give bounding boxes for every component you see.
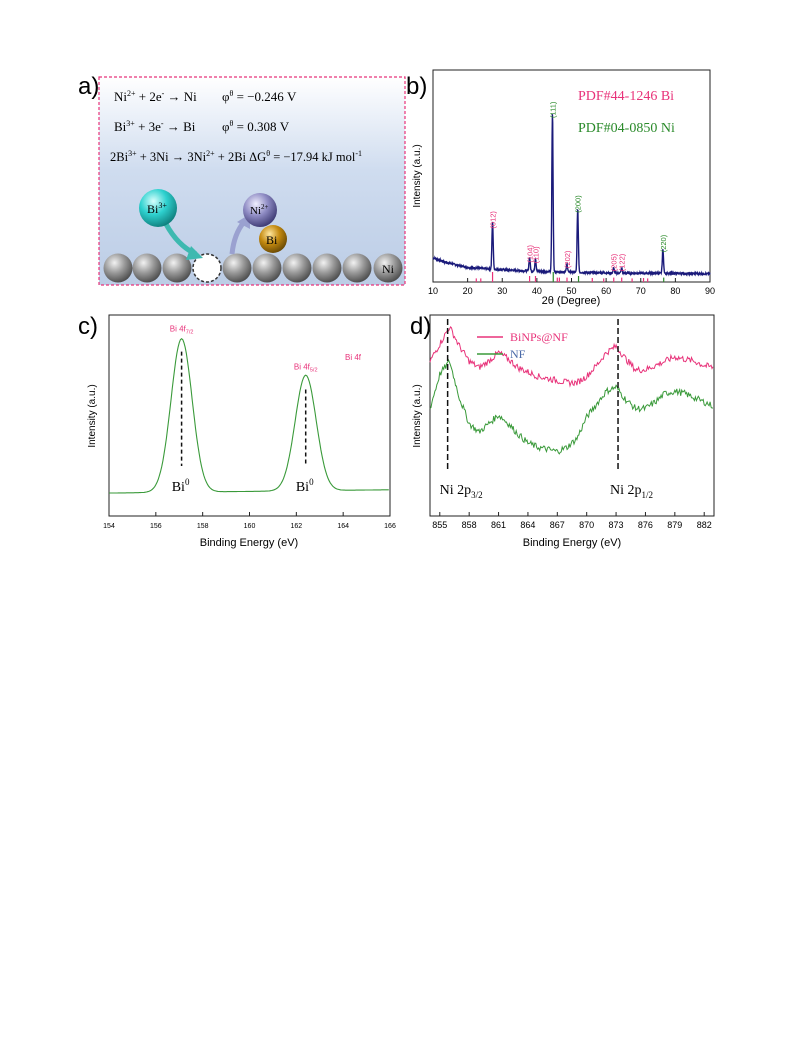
panel-c-x-tick-label: 162	[290, 523, 302, 530]
panel-b-peak-label: (104)	[526, 245, 535, 263]
panel-d-x-tick-label: 879	[667, 520, 682, 530]
panel-d-x-tick-label: 867	[550, 520, 565, 530]
ni-substrate-row	[103, 253, 403, 283]
panel-d-x-tick-label: 873	[609, 520, 624, 530]
panel-d-x-tick-label: 855	[432, 520, 447, 530]
panel-b-peak-label: (110)	[531, 246, 540, 263]
panel-b-peak-label: (012)	[489, 211, 498, 229]
panel-b-x-tick-label: 10	[428, 286, 438, 296]
panel-b-x-tick-label: 30	[497, 286, 507, 296]
panel-d-x-tick-label: 861	[491, 520, 506, 530]
panel-d-ni2p-chart: 855 858 861 864 867 870 873 876 879 882 Ni 2p3/2 N…	[412, 314, 715, 549]
vacancy-circle	[192, 253, 222, 283]
panel-c-peak-label: Bi 4f5/2	[294, 363, 318, 374]
panel-b-xrd-chart: 10 20 30 40 50 60 70 80 90 (012)(104)(110)(111)(…	[412, 69, 715, 307]
ni-atom-sphere	[132, 253, 162, 283]
panel-b-peak-label: (122)	[618, 253, 627, 271]
panel-b-x-tick-label: 70	[636, 286, 646, 296]
panel-b-peak-labels: (012) (104)(110) (111) (202) (200) (205)(122)…	[489, 101, 668, 271]
panel-c-x-axis-label: Binding Energy (eV)	[200, 537, 298, 549]
binps-nf-spectrum	[429, 326, 714, 388]
panel-label-d: d)	[410, 313, 431, 340]
panel-d-peak-label: Ni 2p1/2	[610, 483, 653, 500]
panel-c-y-axis-label: Intensity (a.u.)	[87, 384, 98, 447]
ni-atom-sphere	[103, 253, 133, 283]
ni-atom-sphere	[312, 253, 342, 283]
ni-atom-sphere	[282, 253, 312, 283]
equation-displacement: 2Bi3+ + 3Ni → 3Ni2+ + 2Bi ΔGθ = −17.94 k…	[110, 149, 362, 164]
legend-binps-label: BiNPs@NF	[510, 330, 568, 344]
legend-bi-reference: PDF#44-1246 Bi	[578, 89, 674, 104]
panel-b-peak-label: (111)	[548, 101, 557, 118]
panel-c-x-tick-label: 164	[337, 523, 349, 530]
panel-label-b: b)	[406, 73, 427, 100]
panel-c-plot-frame	[108, 314, 391, 517]
panel-label-c: c)	[78, 313, 98, 340]
bi-ion-label: Bi3+	[147, 201, 167, 216]
panel-d-x-tick-label: 870	[579, 520, 594, 530]
panel-a-frame	[98, 76, 406, 286]
panel-c-bi4f-spectrum	[109, 337, 389, 494]
panel-b-x-tick-label: 60	[601, 286, 611, 296]
panel-b-peak-label: (200)	[574, 195, 583, 213]
panel-c-x-tick-label: 156	[150, 523, 162, 530]
panel-b-x-tick-label: 80	[670, 286, 680, 296]
panel-d-spectra	[429, 326, 714, 455]
equation-bi: Bi3+ + 3e- → Bi φθ = 0.308 V	[114, 119, 290, 134]
panel-b-peak-label: (220)	[659, 234, 668, 252]
legend-nf-label: NF	[510, 347, 526, 361]
bi-ion-sphere	[139, 189, 177, 227]
ni-ion-label: Ni2+	[250, 203, 269, 217]
panel-c-bi0-marker: Bi0	[296, 477, 314, 495]
panel-b-y-axis-label: Intensity (a.u.)	[412, 144, 423, 207]
panel-c-peak-label: Bi 4f7/2	[170, 325, 194, 336]
panel-label-a: a)	[78, 73, 99, 100]
ni-atom-sphere	[373, 253, 403, 283]
panel-b-peak-label: (202)	[563, 250, 572, 268]
panel-d-x-tick-label: 858	[462, 520, 477, 530]
ni-atom-sphere	[162, 253, 192, 283]
panel-c-tag: Bi 4f	[345, 353, 362, 362]
panel-b-x-tick-label: 50	[566, 286, 576, 296]
panel-b-reference-lines	[475, 272, 665, 282]
ni-atom-sphere	[342, 253, 372, 283]
panel-d-x-axis-label: Binding Energy (eV)	[523, 537, 621, 549]
panel-c-x-tick-label: 154	[103, 523, 115, 530]
panel-d-peak-markers: Ni 2p3/2 Ni 2p1/2	[440, 319, 653, 500]
deposition-arrow-head	[186, 246, 203, 260]
panel-b-peak-label: (205)	[610, 253, 619, 271]
panel-b-x-tick-label: 20	[463, 286, 473, 296]
panel-d-x-tick-label: 864	[520, 520, 535, 530]
panel-d-y-axis-label: Intensity (a.u.)	[412, 384, 423, 447]
panel-c-x-tick-label: 160	[244, 523, 256, 530]
ni-atom-sphere	[252, 253, 282, 283]
panel-c-x-tick-label: 166	[384, 523, 396, 530]
panel-c-peak-markers: Bi 4f7/2 Bi0 Bi 4f5/2 Bi0	[170, 325, 318, 495]
panel-b-x-tick-label: 40	[532, 286, 542, 296]
panel-d-x-tick-label: 876	[638, 520, 653, 530]
ni-substrate-label: Ni	[382, 262, 395, 276]
panel-c-x-axis: 154 156 158 160 162 164 166	[103, 512, 396, 530]
panel-c-bi0-marker: Bi0	[172, 477, 190, 495]
panel-d-x-tick-label: 882	[697, 520, 712, 530]
legend-ni-reference: PDF#04-0850 Ni	[578, 121, 675, 136]
ni-ion-sphere	[243, 193, 277, 227]
ni-atom-sphere	[222, 253, 252, 283]
panel-b-x-tick-label: 90	[705, 286, 715, 296]
panel-a-schematic: Ni2+ + 2e- → Ni φθ = −0.246 V Bi3+ + 3e-…	[98, 76, 406, 286]
panel-d-plot-frame	[429, 314, 715, 517]
equation-ni: Ni2+ + 2e- → Ni φθ = −0.246 V	[114, 89, 297, 104]
panel-d-x-axis: 855 858 861 864 867 870 873 876 879 882	[432, 512, 712, 530]
nf-spectrum	[429, 358, 714, 455]
panel-d-peak-label: Ni 2p3/2	[440, 483, 483, 500]
bi-atom-sphere	[259, 225, 287, 253]
panel-b-x-axis-label: 2θ (Degree)	[542, 295, 601, 307]
panel-c-x-tick-label: 158	[197, 523, 209, 530]
panel-b-x-axis: 10 20 30 40 50 60 70 80 90	[428, 278, 715, 296]
bi-atom-label: Bi	[266, 233, 278, 247]
panel-b-xrd-pattern	[432, 114, 711, 277]
panel-c-bi4f-chart: 154 156 158 160 162 164 166 Bi 4f7/2 Bi0 Bi 4f5/…	[87, 314, 396, 549]
